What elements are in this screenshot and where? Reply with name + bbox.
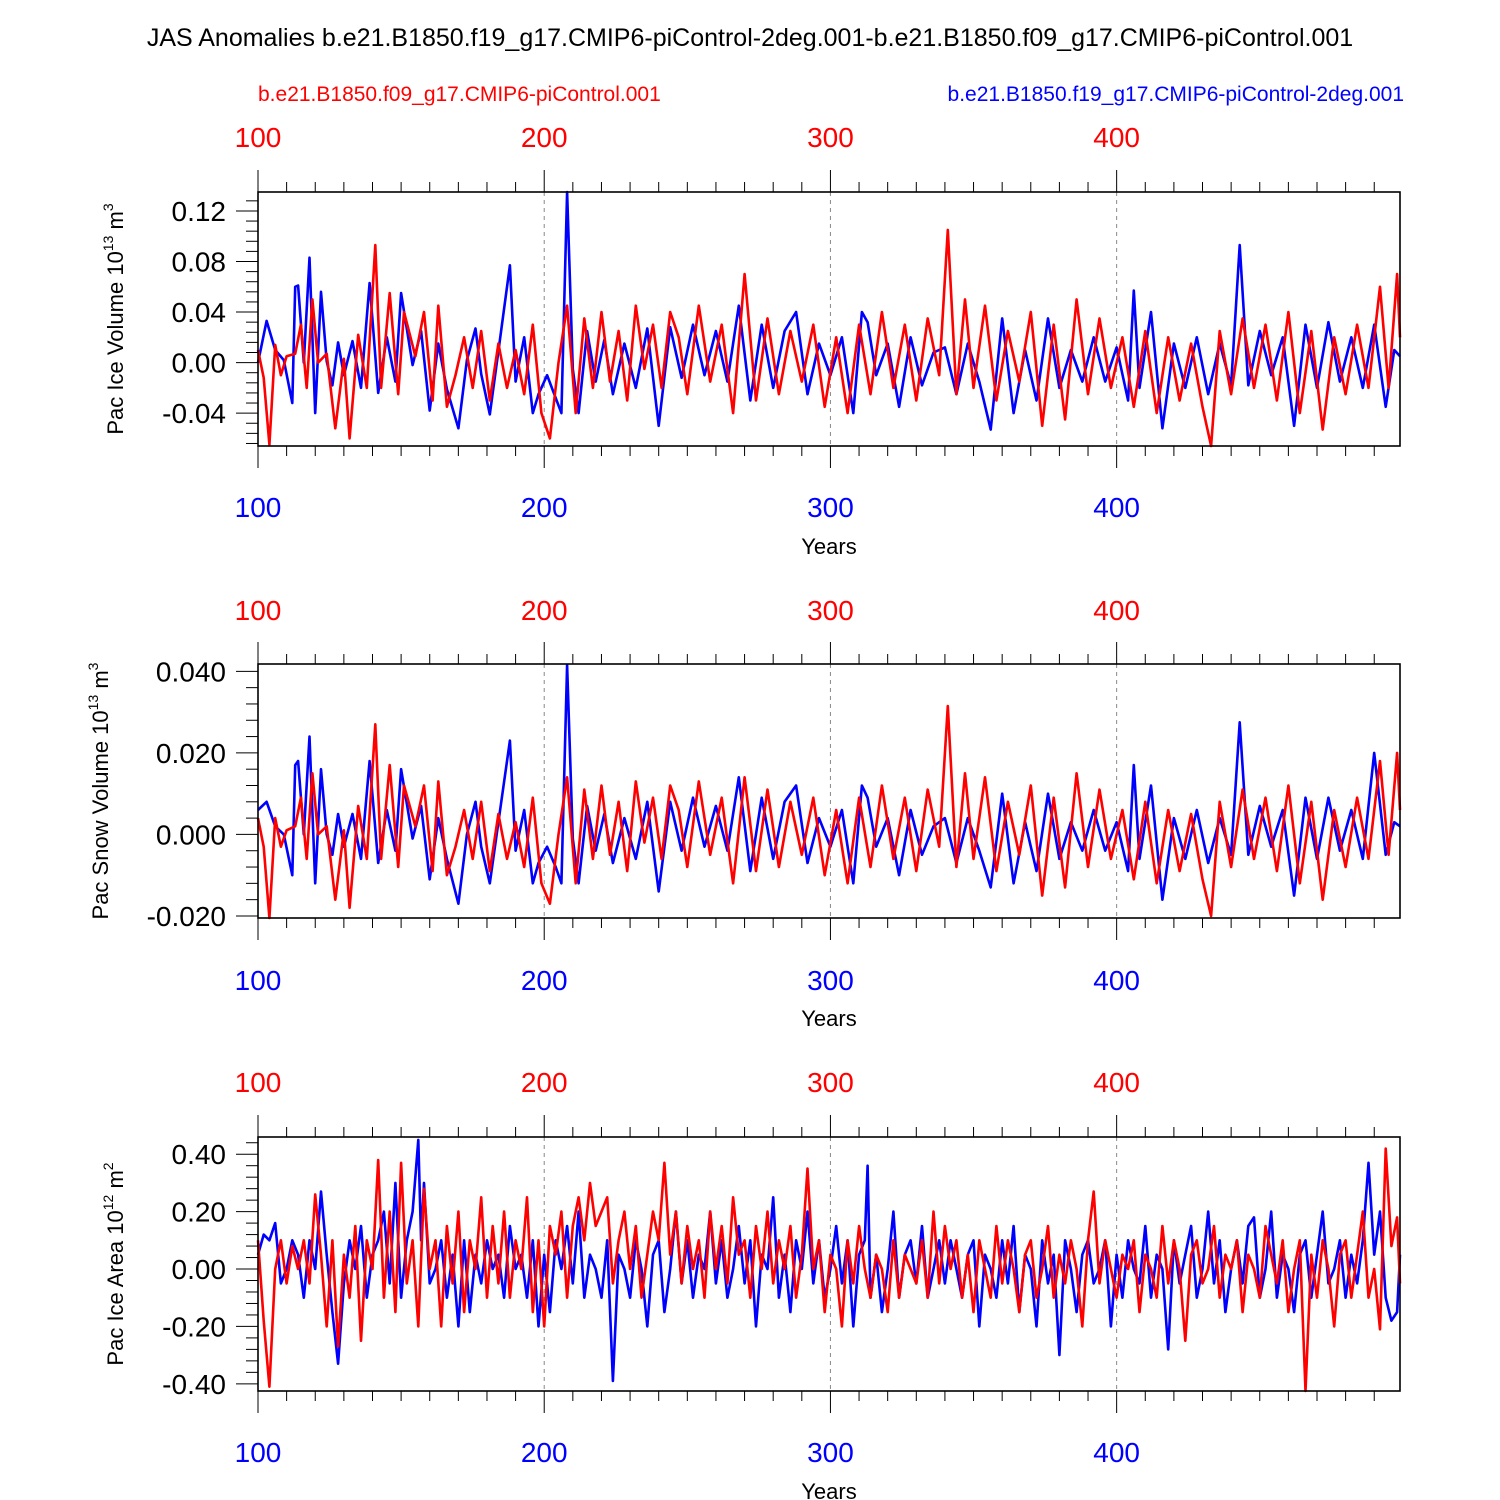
x-tick-label-bottom: 300 <box>807 1437 854 1468</box>
figure-title: JAS Anomalies b.e21.B1850.f19_g17.CMIP6-… <box>147 24 1353 52</box>
x-tick-label-top: 100 <box>235 122 282 153</box>
y-tick-label: 0.20 <box>172 1197 227 1228</box>
series-line-f09 <box>256 704 1402 920</box>
series-line-f19 <box>256 190 1401 431</box>
x-tick-label-top: 400 <box>1093 595 1140 626</box>
series-line-f19 <box>257 663 1401 905</box>
plot-frame <box>257 1136 1401 1392</box>
x-tick-label-top: 300 <box>807 1067 854 1098</box>
x-axis-label: Years <box>801 1006 856 1031</box>
y-tick-label: -0.20 <box>162 1311 226 1342</box>
x-tick-label-top: 200 <box>521 1067 568 1098</box>
y-tick-label: -0.020 <box>147 901 226 932</box>
panel-3: 100 100 200 200 300 300 400 400 Years 0.40 0.20 0.0… <box>100 1067 1402 1500</box>
y-axis-label: Pac Ice Area 1012 m2 <box>100 1162 128 1365</box>
x-axis-label: Years <box>801 534 856 559</box>
x-tick-label-top: 400 <box>1093 1067 1140 1098</box>
plot-frame <box>257 191 1401 447</box>
y-tick-label: 0.020 <box>156 738 226 769</box>
panels: 100 100 200 200 300 300 400 400 Years 0.12 0.08 0.0… <box>85 122 1402 1500</box>
x-tick-label-bottom: 100 <box>235 492 282 523</box>
y-axis-label: Pac Ice Volume 1013 m3 <box>100 203 128 434</box>
x-tick-label-top: 100 <box>235 1067 282 1098</box>
x-axis-label: Years <box>801 1479 856 1500</box>
x-tick-label-top: 200 <box>521 122 568 153</box>
x-tick-label-bottom: 400 <box>1093 1437 1140 1468</box>
series-line-f09 <box>256 1147 1402 1393</box>
x-tick-label-top: 300 <box>807 122 854 153</box>
x-tick-label-top: 100 <box>235 595 282 626</box>
y-tick-label: -0.04 <box>162 398 226 429</box>
x-tick-label-bottom: 100 <box>235 965 282 996</box>
x-tick-label-bottom: 200 <box>521 1437 568 1468</box>
x-tick-label-top: 300 <box>807 595 854 626</box>
plot-frame <box>257 663 1401 919</box>
x-tick-label-bottom: 100 <box>235 1437 282 1468</box>
panel-2: 100 100 200 200 300 300 400 400 Years 0.040 0.020 0… <box>85 595 1402 1031</box>
y-tick-label: 0.04 <box>172 297 227 328</box>
x-tick-label-bottom: 200 <box>521 492 568 523</box>
y-tick-label: 0.00 <box>172 1254 227 1285</box>
legend-entry-f09: b.e21.B1850.f09_g17.CMIP6-piControl.001 <box>258 83 661 106</box>
y-tick-label: 0.040 <box>156 656 226 687</box>
x-tick-label-bottom: 200 <box>521 965 568 996</box>
x-tick-label-bottom: 300 <box>807 965 854 996</box>
x-tick-label-top: 400 <box>1093 122 1140 153</box>
y-axis-label: Pac Snow Volume 1013 m3 <box>85 662 113 919</box>
x-tick-label-top: 200 <box>521 595 568 626</box>
legend-entry-f19: b.e21.B1850.f19_g17.CMIP6-piControl-2deg… <box>948 83 1404 106</box>
y-tick-label: 0.40 <box>172 1139 227 1170</box>
panel-1: 100 100 200 200 300 300 400 400 Years 0.12 0.08 0.0… <box>100 122 1402 559</box>
x-tick-label-bottom: 400 <box>1093 492 1140 523</box>
y-tick-label: 0.000 <box>156 819 226 850</box>
y-tick-label: -0.40 <box>162 1369 226 1400</box>
y-tick-label: 0.12 <box>172 196 227 227</box>
x-tick-label-bottom: 400 <box>1093 965 1140 996</box>
y-tick-label: 0.00 <box>172 348 227 379</box>
y-tick-label: 0.08 <box>172 247 227 278</box>
x-tick-label-bottom: 300 <box>807 492 854 523</box>
series-line-f09 <box>256 228 1402 448</box>
